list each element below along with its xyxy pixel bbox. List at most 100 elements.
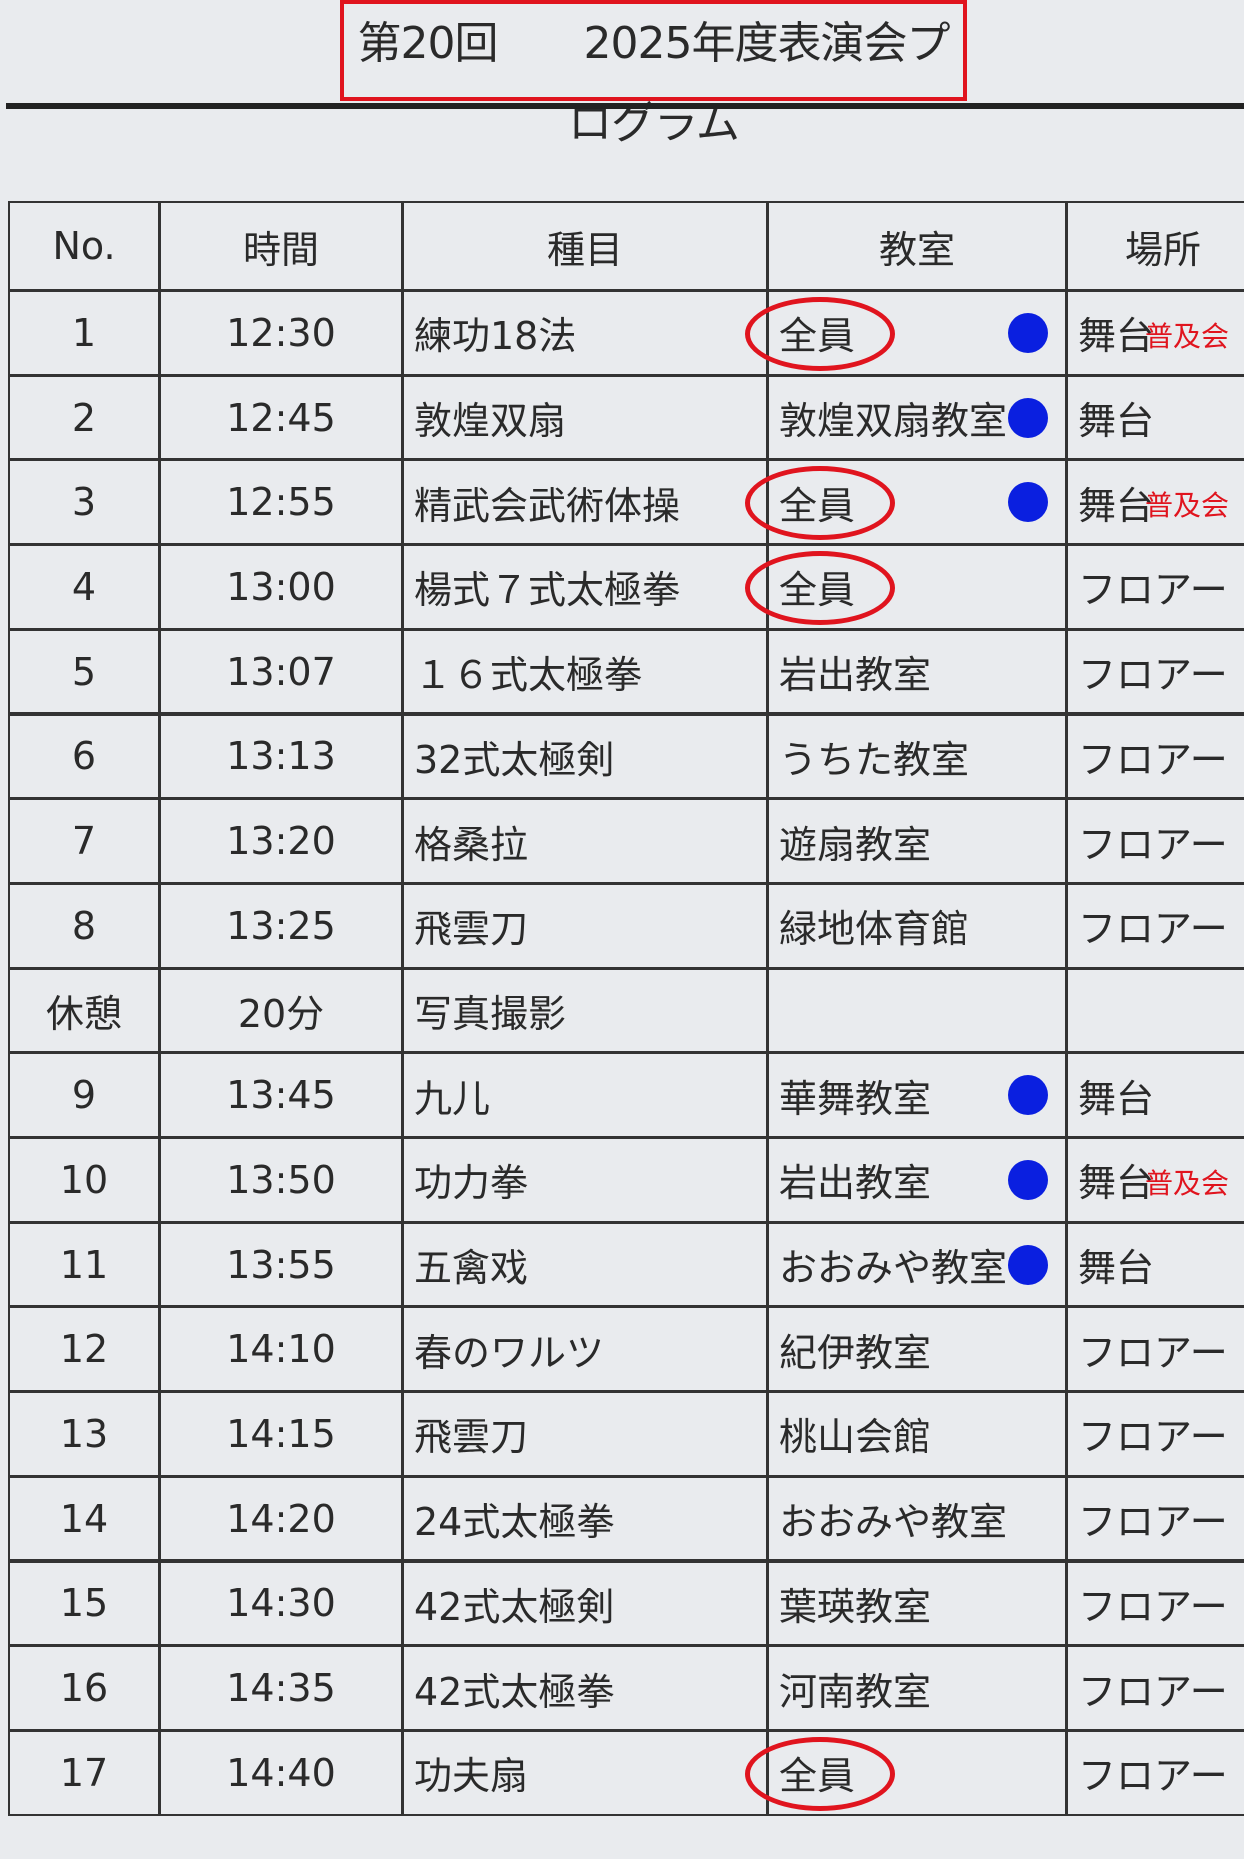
cell-time: 13:13 (159, 713, 403, 800)
divider (6, 103, 1244, 109)
column-header: 教室 (767, 201, 1067, 291)
cell-item: 功夫扇 (402, 1729, 768, 1816)
note: 普及会 (1145, 1167, 1230, 1200)
cell-item: 敦煌双扇 (402, 374, 768, 461)
cell-place: 舞台 (1066, 1221, 1244, 1308)
cell-place: 舞台 (1066, 1052, 1244, 1138)
cell-time: 14:20 (159, 1475, 403, 1562)
cell-place: フロアー (1066, 1729, 1244, 1816)
cell-place: フロアー (1066, 628, 1244, 715)
column-header: No. (8, 201, 160, 291)
cell-place: フロアー (1066, 1391, 1244, 1477)
cell-class: 葉瑛教室 (767, 1560, 1067, 1647)
cell-no: 5 (8, 628, 160, 715)
cell-no: 10 (8, 1137, 160, 1223)
cell-item: 功力拳 (402, 1137, 768, 1223)
blue-dot (1008, 1160, 1048, 1200)
red-circle (745, 466, 895, 541)
red-circle (745, 1736, 895, 1811)
cell-no: 16 (8, 1645, 160, 1731)
cell-no: 2 (8, 374, 160, 461)
column-header: 種目 (402, 201, 768, 291)
cell-no: 9 (8, 1052, 160, 1138)
cell-class (767, 967, 1067, 1054)
cell-place: フロアー (1066, 882, 1244, 969)
blue-dot (1008, 397, 1048, 438)
cell-no: 13 (8, 1391, 160, 1477)
cell-item: 格桑拉 (402, 798, 768, 884)
cell-time: 12:55 (159, 459, 403, 546)
cell-no: 8 (8, 882, 160, 969)
cell-class: うちた教室 (767, 713, 1067, 800)
cell-place: フロアー (1066, 713, 1244, 800)
cell-place: 舞台 (1066, 459, 1244, 546)
blue-dot (1008, 313, 1048, 353)
red-circle (745, 297, 895, 371)
cell-item: 飛雲刀 (402, 882, 768, 969)
cell-time: 14:10 (159, 1306, 403, 1393)
cell-no: 3 (8, 459, 160, 546)
cell-item: 24式太極拳 (402, 1475, 768, 1562)
cell-place: フロアー (1066, 1306, 1244, 1393)
column-header: 場所 (1066, 201, 1244, 291)
cell-time: 14:40 (159, 1729, 403, 1816)
cell-item: 九儿 (402, 1052, 768, 1138)
cell-item: 五禽戏 (402, 1221, 768, 1308)
cell-time: 12:45 (159, 374, 403, 461)
cell-no: 11 (8, 1221, 160, 1308)
cell-item: １６式太極拳 (402, 628, 768, 715)
cell-place: フロアー (1066, 798, 1244, 884)
cell-class: 紀伊教室 (767, 1306, 1067, 1393)
cell-item: 32式太極剣 (402, 713, 768, 800)
cell-class: 遊扇教室 (767, 798, 1067, 884)
cell-time: 12:30 (159, 290, 403, 376)
cell-no: 15 (8, 1560, 160, 1647)
cell-no: 14 (8, 1475, 160, 1562)
note: 普及会 (1145, 489, 1230, 523)
blue-dot (1008, 482, 1048, 523)
cell-time: 14:35 (159, 1645, 403, 1731)
cell-time: 13:45 (159, 1052, 403, 1138)
cell-place: フロアー (1066, 1475, 1244, 1562)
cell-time: 20分 (159, 967, 403, 1054)
cell-class: 敦煌双扇教室 (767, 374, 1067, 461)
cell-place: フロアー (1066, 544, 1244, 630)
cell-item: 精武会武術体操 (402, 459, 768, 546)
cell-no: 17 (8, 1729, 160, 1816)
cell-no: 6 (8, 713, 160, 800)
cell-item: 42式太極剣 (402, 1560, 768, 1647)
cell-item: 春のワルツ (402, 1306, 768, 1393)
cell-place: 舞台 (1066, 1137, 1244, 1223)
cell-item: 楊式７式太極拳 (402, 544, 768, 630)
blue-dot (1008, 1244, 1048, 1285)
cell-time: 13:55 (159, 1221, 403, 1308)
cell-time: 14:30 (159, 1560, 403, 1647)
blue-dot (1008, 1075, 1048, 1116)
cell-class: 岩出教室 (767, 628, 1067, 715)
cell-item: 練功18法 (402, 290, 768, 376)
cell-no: 休憩 (8, 967, 160, 1054)
red-circle (745, 551, 895, 626)
cell-class: 桃山会館 (767, 1391, 1067, 1477)
cell-time: 13:07 (159, 628, 403, 715)
cell-time: 13:20 (159, 798, 403, 884)
cell-no: 7 (8, 798, 160, 884)
cell-class: おおみや教室 (767, 1221, 1067, 1308)
cell-item: 飛雲刀 (402, 1391, 768, 1477)
cell-place: フロアー (1066, 1645, 1244, 1731)
title: 第20回 2025年度表演会プログラム (340, 0, 967, 149)
cell-time: 13:50 (159, 1137, 403, 1223)
cell-time: 13:00 (159, 544, 403, 630)
cell-class: 緑地体育館 (767, 882, 1067, 969)
cell-time: 14:15 (159, 1391, 403, 1477)
cell-no: 4 (8, 544, 160, 630)
cell-class: 河南教室 (767, 1645, 1067, 1731)
cell-no: 12 (8, 1306, 160, 1393)
cell-no: 1 (8, 290, 160, 376)
cell-place: 舞台 (1066, 374, 1244, 461)
cell-item: 写真撮影 (402, 967, 768, 1054)
cell-place (1066, 967, 1244, 1054)
cell-place: フロアー (1066, 1560, 1244, 1647)
cell-item: 42式太極拳 (402, 1645, 768, 1731)
